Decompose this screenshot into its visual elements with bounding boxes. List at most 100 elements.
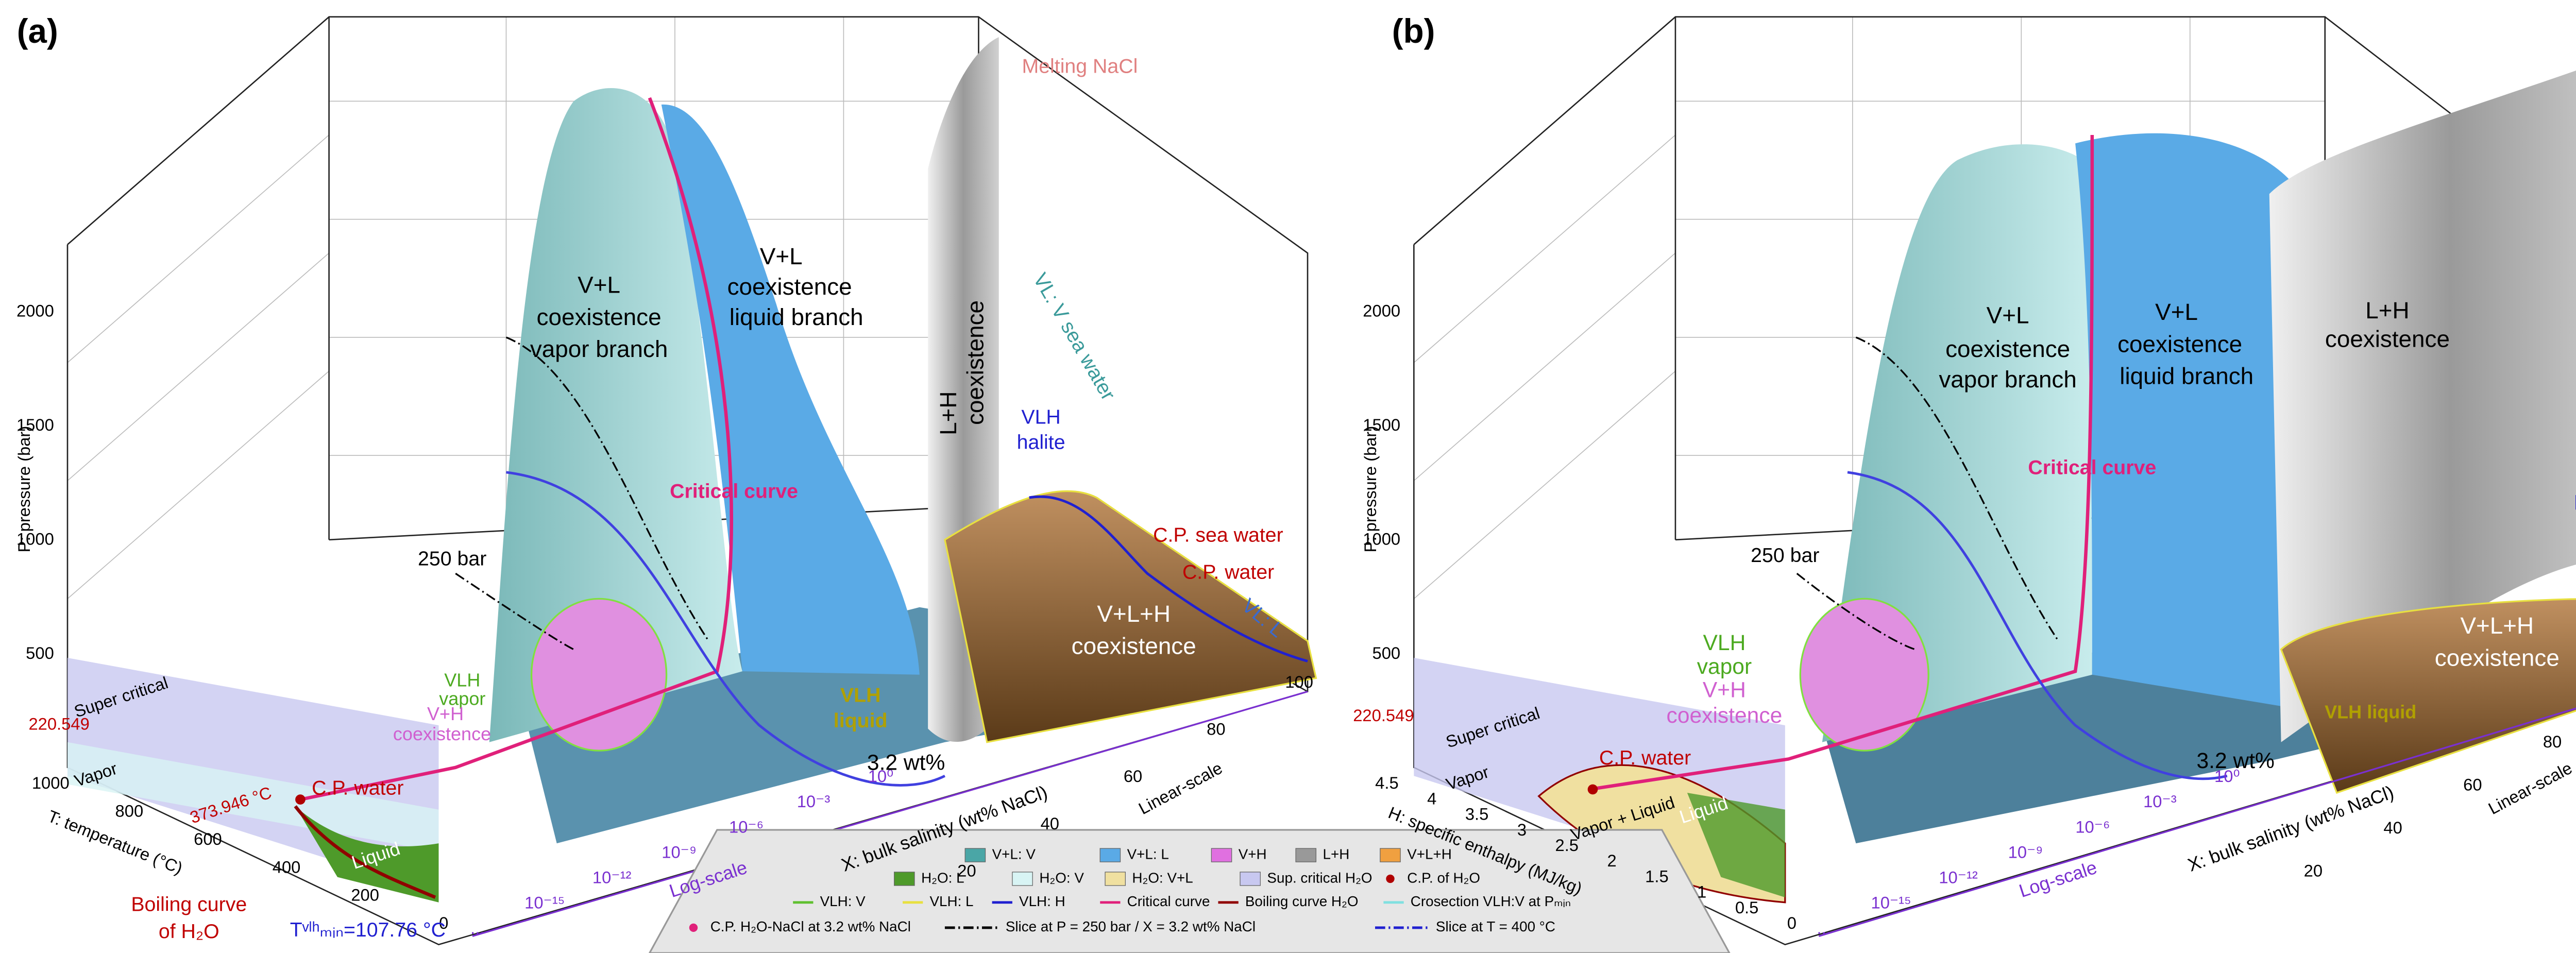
vh-crosssection	[530, 598, 668, 752]
tick-label: 20	[2304, 861, 2323, 880]
legend-label: Critical curve	[1127, 893, 1210, 909]
annotation: L+H	[2365, 297, 2409, 324]
legend-label: Slice at T = 400 °C	[1436, 918, 1555, 934]
annotation: V+H	[1703, 678, 1746, 703]
tick-label: 10⁻¹²	[1939, 868, 1978, 887]
legend-swatch	[1386, 874, 1395, 883]
legend-label: Slice at P = 250 bar / X = 3.2 wt% NaCl	[1006, 918, 1256, 934]
annotation: vapor branch	[1939, 366, 2077, 393]
tick-label: 800	[115, 802, 144, 821]
legend-label: V+H	[1239, 846, 1267, 862]
legend-swatch	[689, 923, 698, 932]
annotation: 250 bar	[1751, 544, 1819, 567]
annotation: V+L+H	[2460, 612, 2534, 639]
annotation: VLH	[1703, 631, 1746, 655]
annotation: 3.2 wt%	[2197, 748, 2275, 773]
vlh-halite-curve	[1029, 495, 1308, 662]
panel-a-drawing	[66, 16, 1317, 946]
tick-label: 60	[2463, 775, 2482, 794]
legend-label: C.P. of H₂O	[1407, 870, 1480, 886]
legend-label: H₂O: L	[921, 870, 964, 886]
legend-label: Sup. critical H₂O	[1267, 870, 1372, 886]
legend-label: V+L+H	[1407, 846, 1452, 862]
liquid-region	[295, 806, 439, 903]
tick-label: 600	[194, 829, 222, 848]
tick-label: 10⁻³	[797, 792, 831, 811]
annotation: liquid branch	[730, 304, 863, 330]
annotation: Critical curve	[670, 480, 798, 502]
annotation: 3.2 wt%	[867, 751, 945, 775]
vlh-surface	[2280, 598, 2576, 794]
annotation: C.P. water	[312, 777, 403, 799]
annotation: coexistence	[962, 300, 988, 425]
log-scale-arrow	[472, 690, 1308, 937]
annotation: coexistence	[1945, 336, 2070, 362]
annotation: VLH	[444, 669, 480, 690]
tick-label: 60	[1124, 767, 1142, 786]
annotation: V+L+H	[1097, 601, 1171, 627]
annotation: coexistence	[393, 723, 491, 744]
tick-label: 10⁻⁹	[662, 842, 697, 861]
annotation: coexistence	[537, 304, 662, 330]
liquid-region	[1687, 792, 1785, 897]
annotation: coexistence	[1072, 633, 1196, 659]
annotation: L+H	[935, 392, 961, 435]
vlh-surface	[944, 490, 1317, 743]
box-frame	[1413, 16, 2576, 946]
tick-label: 0	[1787, 913, 1797, 932]
legend-label: V+L: L	[1127, 846, 1169, 862]
tick-label: 500	[26, 643, 54, 662]
legend-label: Boiling curve H₂O	[1245, 893, 1359, 909]
annotation: coexistence	[2117, 331, 2242, 357]
slice-250bar	[455, 336, 709, 651]
tick-label: 80	[2543, 732, 2562, 751]
slice-250bar	[1796, 336, 2059, 651]
critical-point	[295, 794, 306, 805]
tick-label: 4.5	[1375, 773, 1399, 792]
tick-label: 1.5	[1645, 866, 1669, 886]
annotation: Critical curve	[2028, 456, 2156, 479]
panel-label: (b)	[1392, 12, 1435, 50]
axis-title: P: pressure (bar)	[14, 426, 33, 553]
tick-label: 10⁻⁶	[729, 817, 764, 836]
critical-curve	[1589, 134, 2094, 791]
critical-curve	[300, 97, 733, 802]
tick-label: 1500	[1363, 415, 1400, 434]
vl-liquid-surface	[661, 104, 920, 675]
legend-swatch	[1295, 848, 1317, 862]
tick-label: 10⁻¹²	[592, 868, 632, 887]
tick-label: 2000	[16, 301, 54, 320]
tick-label: 2000	[1363, 301, 1400, 320]
legend-label: Crosection VLH:V at Pₘᵢₙ	[1411, 893, 1571, 909]
vapor-region	[67, 742, 439, 852]
tick-label: 10⁻¹⁵	[524, 893, 565, 912]
axis-title: X: bulk salinity (wt% NaCl)	[2185, 781, 2397, 876]
tick-label: 200	[351, 886, 379, 905]
axis-title: P: pressure (bar)	[1361, 426, 1380, 553]
critical-point	[1587, 784, 1598, 795]
annotation: V+L	[1987, 302, 2029, 329]
annotation: Linear-scale	[2485, 758, 2575, 818]
annotation: 220.549	[1353, 706, 1414, 725]
vl-vapor-surface	[1822, 144, 2092, 742]
annotation: VLH	[1021, 405, 1060, 428]
annotation: Boiling curve	[131, 893, 247, 916]
annotation: coexistence	[1667, 703, 1783, 728]
annotation: vapor	[1697, 654, 1752, 679]
annotation: Linear-scale	[1136, 758, 1226, 818]
annotation: V+L	[578, 272, 620, 298]
legend-label: H₂O: V	[1039, 870, 1084, 886]
legend-label: C.P. H₂O-NaCl at 3.2 wt% NaCl	[710, 918, 911, 934]
tick-label: 10⁻⁹	[2008, 842, 2043, 861]
tick-label: 40	[2383, 818, 2402, 837]
legend-label: VLH: L	[929, 893, 973, 909]
legend-label: VLH: H	[1019, 893, 1065, 909]
legend-label: L+H	[1323, 846, 1350, 862]
tick-label: 20	[957, 861, 976, 880]
tick-label: 500	[1372, 643, 1401, 662]
tick-label: 1000	[32, 773, 70, 792]
tick-label: 400	[273, 857, 301, 876]
annotation: VL: V sea water	[1029, 269, 1120, 404]
log-scale-arrow	[1818, 707, 2576, 937]
annotation: C.P. sea water	[1153, 524, 1283, 547]
